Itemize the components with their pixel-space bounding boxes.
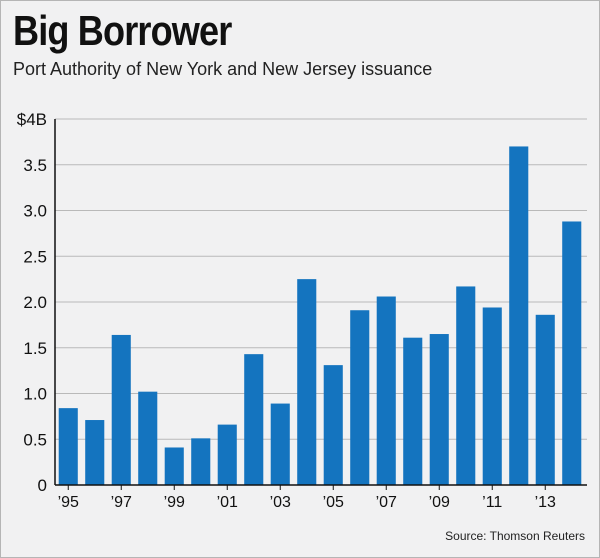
bar-2006 bbox=[350, 310, 370, 485]
x-tick-labels: ’95 ’97 ’99 ’01 ’03 ’05 ’07 ’09 ’11 ’13 bbox=[58, 485, 556, 511]
bar-1999 bbox=[164, 447, 184, 485]
bar-2004 bbox=[297, 279, 317, 485]
y-tick-label: 2.5 bbox=[23, 247, 47, 266]
bar-2002 bbox=[244, 354, 264, 485]
x-tick-label: ’13 bbox=[535, 494, 556, 511]
y-tick-label: 1.0 bbox=[23, 385, 47, 404]
x-tick-label: ’07 bbox=[376, 494, 397, 511]
bar-1997 bbox=[111, 334, 131, 485]
y-tick-label: 0.5 bbox=[23, 430, 47, 449]
chart-title: Big Borrower bbox=[13, 7, 232, 54]
chart-subtitle: Port Authority of New York and New Jerse… bbox=[13, 59, 433, 79]
y-tick-label: 3.0 bbox=[23, 202, 47, 221]
bar-1995 bbox=[58, 408, 78, 485]
x-tick-label: ’03 bbox=[270, 494, 291, 511]
x-tick-label: ’09 bbox=[429, 494, 450, 511]
bar-2003 bbox=[270, 403, 290, 485]
x-tick-label: ’97 bbox=[111, 494, 132, 511]
y-tick-label: 2.0 bbox=[23, 293, 47, 312]
y-tick-label: 0 bbox=[38, 476, 47, 495]
bar-2000 bbox=[191, 438, 211, 485]
x-tick-label: ’95 bbox=[58, 494, 79, 511]
bar-2001 bbox=[217, 424, 237, 485]
y-tick-label: 1.5 bbox=[23, 339, 47, 358]
bar-1996 bbox=[85, 420, 105, 485]
bar-2013 bbox=[535, 314, 555, 485]
x-tick-label: ’01 bbox=[217, 494, 238, 511]
bar-2011 bbox=[482, 307, 502, 485]
x-tick-label: ’11 bbox=[482, 494, 502, 511]
bar-2014 bbox=[562, 221, 582, 486]
source-note: Source: Thomson Reuters bbox=[445, 529, 585, 543]
bar-2007 bbox=[376, 296, 396, 485]
bar-2012 bbox=[509, 146, 529, 485]
bar-2005 bbox=[323, 365, 343, 485]
x-tick-label: ’05 bbox=[323, 494, 344, 511]
y-tick-label: 3.5 bbox=[23, 156, 47, 175]
y-tick-label: $4B bbox=[17, 110, 47, 129]
bar-2010 bbox=[456, 286, 476, 485]
bar-2009 bbox=[429, 334, 449, 485]
axes bbox=[54, 119, 587, 486]
gridlines bbox=[55, 118, 587, 440]
bar-2008 bbox=[403, 337, 423, 485]
x-tick-label: ’99 bbox=[164, 494, 185, 511]
bars bbox=[58, 146, 582, 486]
y-tick-labels: 0 0.5 1.0 1.5 2.0 2.5 3.0 3.5 $4B bbox=[17, 110, 47, 495]
bar-1998 bbox=[138, 391, 158, 485]
